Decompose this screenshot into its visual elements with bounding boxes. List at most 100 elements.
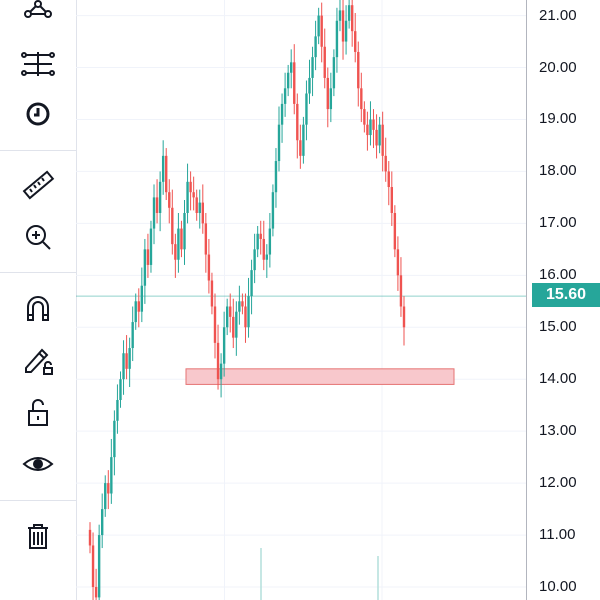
candle-body bbox=[232, 316, 235, 338]
candle-body bbox=[256, 233, 259, 250]
candle-body bbox=[134, 301, 137, 323]
candle-body bbox=[305, 93, 308, 125]
candle-body bbox=[369, 119, 372, 136]
pencil-lock-icon bbox=[25, 348, 53, 375]
magnet-tool-button[interactable] bbox=[18, 288, 58, 328]
candle-body bbox=[393, 212, 397, 250]
toolbar-separator bbox=[0, 150, 76, 151]
candle-body bbox=[222, 327, 226, 364]
candle-body bbox=[94, 587, 98, 598]
toolbar-separator bbox=[0, 500, 76, 501]
price-chart[interactable] bbox=[76, 0, 526, 600]
candle-body bbox=[363, 109, 366, 125]
candle-body bbox=[183, 212, 186, 250]
candle-body bbox=[277, 124, 281, 162]
candle-body bbox=[320, 15, 323, 47]
forecasting-tool-button[interactable] bbox=[18, 44, 58, 84]
forecast-icon bbox=[21, 52, 55, 76]
candle-body bbox=[171, 207, 174, 245]
unlock-icon bbox=[28, 399, 48, 426]
candle-body bbox=[165, 155, 168, 193]
candle-body bbox=[299, 140, 302, 156]
visibility-tool-button[interactable] bbox=[18, 444, 58, 484]
candle-body bbox=[122, 353, 125, 380]
zoom-in-icon bbox=[26, 225, 51, 250]
ruler-tool-button[interactable] bbox=[18, 166, 58, 206]
ruler-icon bbox=[22, 170, 55, 200]
candle-body bbox=[116, 400, 119, 421]
price-scale-label: 15.00 bbox=[539, 318, 577, 336]
candle-body bbox=[97, 535, 101, 598]
candle-body bbox=[253, 249, 256, 271]
candle-body bbox=[286, 72, 290, 89]
eye-icon bbox=[22, 457, 54, 471]
candle-body bbox=[143, 249, 147, 286]
clock-tool-button[interactable] bbox=[18, 94, 58, 134]
candle-body bbox=[119, 379, 122, 400]
clock-icon bbox=[26, 102, 50, 126]
candle-body bbox=[296, 103, 299, 141]
candle-body bbox=[259, 233, 262, 239]
candle-body bbox=[402, 306, 406, 328]
candle-body bbox=[131, 322, 134, 349]
price-scale-label: 18.00 bbox=[539, 162, 577, 180]
price-scale-label: 11.00 bbox=[539, 526, 576, 544]
candle-body bbox=[350, 5, 354, 32]
price-scale-label: 21.00 bbox=[539, 6, 577, 24]
candle-body bbox=[347, 5, 351, 21]
candle-body bbox=[192, 192, 195, 198]
magnet-icon bbox=[27, 296, 49, 321]
candle-body bbox=[161, 155, 165, 182]
candle-body bbox=[341, 10, 345, 42]
candle-body bbox=[268, 228, 272, 255]
candle-body bbox=[244, 306, 247, 328]
candle-body bbox=[354, 31, 357, 52]
candle-body bbox=[335, 20, 339, 58]
candle-body bbox=[198, 202, 201, 213]
candle-body bbox=[387, 171, 390, 188]
candle-body bbox=[146, 249, 150, 265]
candle-body bbox=[366, 124, 369, 136]
price-scale-label: 16.00 bbox=[539, 266, 577, 284]
candle-body bbox=[323, 46, 326, 78]
price-scale-label: 10.00 bbox=[539, 578, 577, 595]
price-scale-label: 17.00 bbox=[539, 214, 577, 232]
candle-body bbox=[113, 420, 116, 458]
candle-body bbox=[229, 306, 232, 317]
pattern-tool-button[interactable] bbox=[18, 0, 58, 32]
candle-body bbox=[140, 285, 144, 312]
zoom-tool-button[interactable] bbox=[18, 217, 58, 257]
candle-body bbox=[271, 192, 275, 229]
lock-all-tool-button[interactable] bbox=[18, 392, 58, 432]
candle-body bbox=[384, 155, 387, 172]
candle-body bbox=[372, 119, 375, 130]
candle-body bbox=[180, 228, 183, 250]
candle-body bbox=[158, 181, 162, 213]
candle-body bbox=[308, 77, 311, 94]
candle-body bbox=[262, 238, 265, 260]
price-scale-label: 20.00 bbox=[539, 58, 577, 76]
candle-body bbox=[280, 103, 284, 125]
candle-body bbox=[204, 223, 208, 255]
price-scale-label: 13.00 bbox=[539, 422, 577, 440]
candle-body bbox=[332, 57, 336, 89]
candle-body bbox=[137, 301, 140, 312]
candle-body bbox=[283, 88, 287, 104]
candle-body bbox=[338, 10, 342, 21]
candle-body bbox=[210, 280, 214, 307]
candle-body bbox=[317, 15, 320, 37]
candle-body bbox=[290, 62, 293, 73]
toolbar-separator bbox=[0, 272, 76, 273]
candle-body bbox=[155, 197, 159, 213]
lock-drawing-tool-button[interactable] bbox=[18, 340, 58, 380]
candle-body bbox=[274, 161, 278, 193]
candle-body bbox=[378, 124, 381, 146]
candle-body bbox=[381, 124, 384, 156]
candle-body bbox=[265, 254, 269, 260]
candle-body bbox=[390, 187, 394, 213]
candle-body bbox=[100, 509, 104, 536]
remove-tool-button[interactable] bbox=[18, 516, 58, 556]
candle-body bbox=[326, 77, 329, 110]
candle-body bbox=[174, 244, 177, 260]
candle-body bbox=[152, 197, 156, 229]
